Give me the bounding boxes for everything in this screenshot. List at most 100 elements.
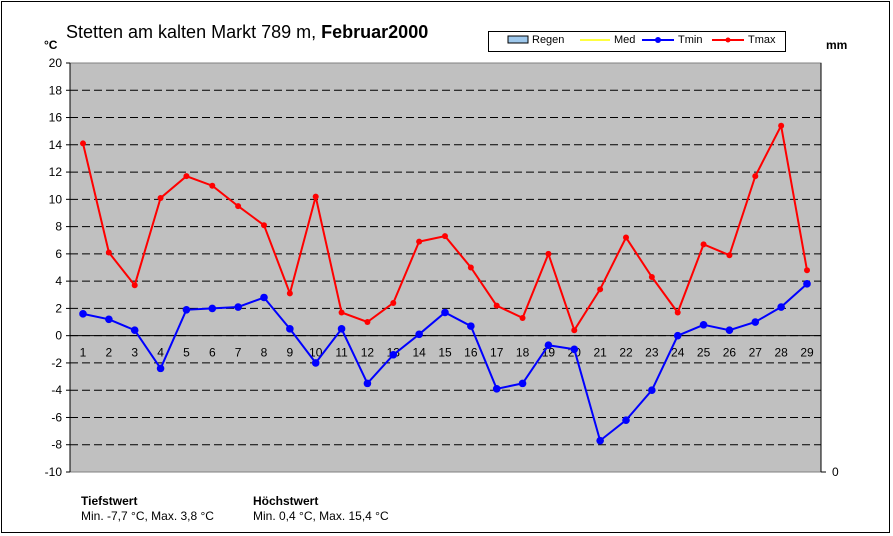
data-point-tmin <box>389 350 398 359</box>
left-unit-label: °C <box>44 38 58 52</box>
x-tick-labels: 1234567891011121314151617181920212223242… <box>80 346 814 360</box>
extreme-high-text: Min. 0,4 °C, Max. 15,4 °C <box>253 509 389 523</box>
legend-item-regen: Regen <box>507 34 564 46</box>
y-tick-label: 2 <box>55 301 62 315</box>
plot-area <box>69 62 822 473</box>
y-tick-label: 14 <box>49 138 63 152</box>
data-point-tmax <box>442 233 448 240</box>
x-tick-label: 7 <box>235 346 242 360</box>
legend-swatch-med <box>580 39 610 41</box>
series-group <box>79 122 811 445</box>
y-tick-label: -6 <box>51 410 62 424</box>
y-tick-label: 12 <box>49 165 63 179</box>
data-point-tmax <box>726 252 733 259</box>
data-point-tmin <box>751 318 760 326</box>
x-tick-label: 2 <box>106 346 113 360</box>
y-tick-labels: -10 -8 -6 -4 -2 0 2 4 6 8 10 12 14 16 18 20 <box>45 56 63 479</box>
legend-label-regen: Regen <box>532 34 565 46</box>
data-point-tmin <box>208 304 217 313</box>
data-point-tmax <box>286 290 293 297</box>
x-tick-label: 17 <box>490 346 504 360</box>
data-point-tmin <box>570 345 579 354</box>
data-point-tmax <box>157 194 164 201</box>
data-point-tmin <box>234 303 242 311</box>
x-tick-label: 8 <box>261 346 268 360</box>
x-tick-label: 27 <box>749 346 763 360</box>
x-tick-label: 29 <box>800 346 814 360</box>
data-point-tmax <box>493 302 500 309</box>
legend-label-tmin: Tmin <box>678 34 703 46</box>
data-point-tmin <box>130 326 139 335</box>
title-station: Stetten am kalten Markt 789 m, <box>66 22 317 42</box>
data-point-tmax <box>364 319 371 326</box>
data-point-tmin <box>803 280 811 288</box>
extreme-low-text: Min. -7,7 °C, Max. 3,8 °C <box>81 509 214 523</box>
x-tick-label: 1 <box>80 346 87 360</box>
data-point-tmin <box>415 330 423 339</box>
data-point-tmin <box>725 326 734 335</box>
x-tick-label: 22 <box>619 346 633 360</box>
title-year: 2000 <box>388 22 429 42</box>
x-tick-label: 11 <box>335 346 348 360</box>
y-tick-label: -2 <box>51 356 62 370</box>
y-tick-label: -4 <box>51 383 62 397</box>
y-tick-label: -10 <box>45 465 63 479</box>
data-point-tmin <box>182 305 191 314</box>
data-point-tmax <box>467 264 474 271</box>
y2-tick-label: 0 <box>832 465 839 479</box>
x-tick-label: 25 <box>697 346 711 360</box>
data-point-tmin <box>105 315 113 324</box>
legend-item-med: Med <box>579 34 635 46</box>
x-tick-label: 4 <box>157 346 164 360</box>
data-point-tmin <box>622 416 630 424</box>
x-tick-label: 15 <box>438 346 452 360</box>
data-point-tmax <box>312 193 319 200</box>
data-point-tmin <box>156 364 165 373</box>
data-point-tmax <box>571 327 578 334</box>
axes <box>69 63 826 473</box>
data-point-tmin <box>518 379 527 388</box>
extreme-high-heading: Höchstwert <box>253 494 319 508</box>
data-point-tmax <box>597 286 604 293</box>
data-point-tmax <box>131 282 138 289</box>
legend-swatch-tmin <box>642 37 674 43</box>
chart-title: Stetten am kalten Markt 789 m, Februar20… <box>66 22 428 43</box>
y-tick-label: 16 <box>49 111 63 125</box>
extreme-low-heading: Tiefstwert <box>81 494 138 508</box>
y-tick-label: 8 <box>55 220 62 234</box>
data-point-tmax <box>519 314 526 321</box>
y-tick-label: 6 <box>55 247 62 261</box>
legend-label-med: Med <box>614 34 636 46</box>
data-point-tmax <box>80 140 86 147</box>
y-tick-label: 18 <box>49 83 63 97</box>
data-point-tmin <box>311 359 320 367</box>
extreme-high: Höchstwert Min. 0,4 °C, Max. 15,4 °C <box>253 494 389 524</box>
y2-tick-labels: 0 <box>832 465 839 479</box>
data-point-tmin <box>777 303 785 311</box>
data-point-tmax <box>778 122 785 129</box>
data-point-tmax <box>674 309 681 316</box>
data-point-tmax <box>235 203 242 210</box>
data-point-tmin <box>544 341 553 350</box>
data-point-tmax <box>700 241 707 248</box>
data-point-tmin <box>337 325 346 333</box>
data-point-tmax <box>804 267 810 274</box>
y-tick-label: -8 <box>51 438 62 452</box>
x-tick-label: 23 <box>645 346 659 360</box>
data-point-tmin <box>673 331 682 340</box>
data-point-tmin <box>648 386 656 395</box>
data-point-tmax <box>623 234 629 241</box>
x-tick-label: 6 <box>209 346 216 360</box>
data-point-tmax <box>209 182 216 189</box>
legend-label-tmax: Tmax <box>748 34 776 46</box>
legend: Regen Med Tmin Tmax <box>488 31 786 52</box>
data-point-tmax <box>261 222 267 229</box>
x-tick-label: 3 <box>131 346 138 360</box>
data-point-tmin <box>363 379 372 388</box>
x-tick-label: 5 <box>183 346 190 360</box>
x-tick-label: 24 <box>671 346 685 360</box>
data-point-tmin <box>79 310 87 318</box>
data-point-tmin <box>492 385 501 393</box>
